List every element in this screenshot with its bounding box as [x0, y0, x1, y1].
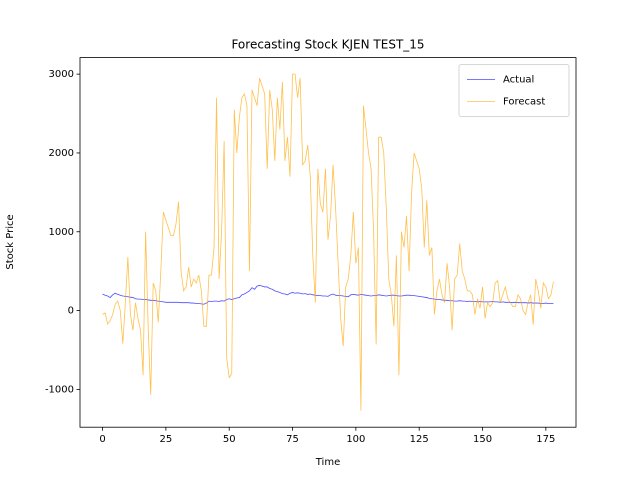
y-tick-label: 0: [68, 306, 74, 317]
x-tick-label: 150: [473, 434, 492, 445]
x-tick-label: 100: [346, 434, 365, 445]
x-tick-label: 125: [410, 434, 429, 445]
y-tick-label: 3000: [49, 69, 74, 80]
legend-label: Actual: [503, 75, 534, 86]
x-tick-label: 25: [160, 434, 173, 445]
y-tick-label: 2000: [49, 148, 74, 159]
legend-label: Forecast: [503, 97, 545, 108]
y-tick-label: -1000: [45, 384, 74, 395]
x-tick-label: 175: [536, 434, 555, 445]
legend-box: [458, 64, 570, 117]
y-tick-label: 1000: [49, 227, 74, 238]
x-tick-label: 50: [223, 434, 236, 445]
x-tick-label: 0: [99, 434, 105, 445]
x-axis-label: Time: [315, 457, 340, 468]
x-tick-label: 75: [286, 434, 299, 445]
line-series: [102, 73, 554, 411]
chart-title: Forecasting Stock KJEN TEST_15: [231, 38, 424, 52]
plot-frame: [79, 57, 577, 428]
y-axis-label: Stock Price: [5, 214, 16, 269]
